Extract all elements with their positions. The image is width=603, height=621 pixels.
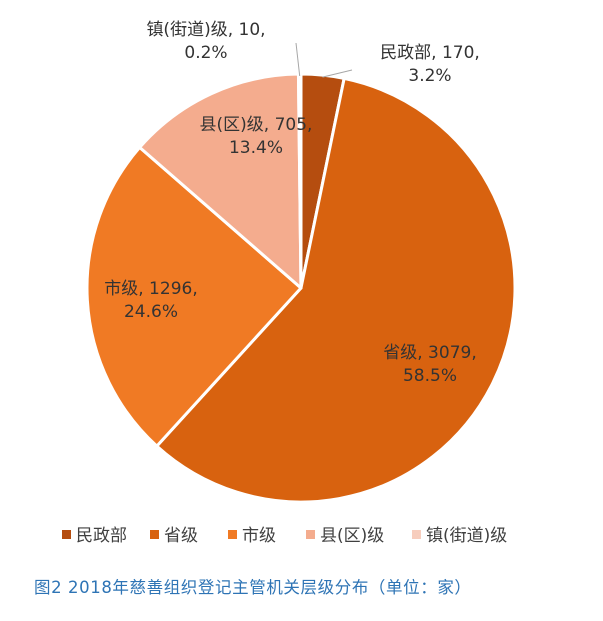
figure-caption: 图2 2018年慈善组织登记主管机关层级分布（单位：家） [34,578,472,597]
data-label-市级: 市级, 1296, 24.6% [104,279,197,322]
legend-swatch-县区级 [306,530,315,539]
legend-item-市级: 市级 [228,526,276,546]
legend-item-镇街道级: 镇(街道)级 [412,526,507,546]
leader-line-民政部 [322,69,353,78]
legend-swatch-镇街道级 [412,530,421,539]
data-labels: 民政部, 170, 3.2% 省级, 3079, 58.5% 市级, 1296, 24.6… [104,20,480,386]
pie-slice-省级 [155,76,517,504]
pie-slice-市级 [85,145,303,448]
leader-line-镇街道级 [295,42,301,77]
legend-swatch-市级 [228,530,237,539]
leader-lines [295,42,353,78]
legend-label-镇街道级: 镇(街道)级 [426,526,507,546]
legend-label-民政部: 民政部 [76,526,127,546]
legend-swatch-民政部 [62,530,71,539]
legend-label-省级: 省级 [164,526,198,546]
data-label-省级: 省级, 3079, 58.5% [383,343,476,386]
legend-item-省级: 省级 [150,526,198,546]
data-label-镇街道级: 镇(街道)级, 10, 0.2% [146,20,265,63]
legend-item-县区级: 县(区)级 [306,526,384,546]
legend-label-市级: 市级 [242,526,276,546]
legend: 民政部 省级 市级 县(区)级 镇(街道)级 [62,526,507,546]
legend-swatch-省级 [150,530,159,539]
legend-label-县区级: 县(区)级 [320,526,384,546]
data-label-民政部: 民政部, 170, 3.2% [380,43,480,86]
legend-item-民政部: 民政部 [62,526,127,546]
pie-slice-县区级 [138,72,303,290]
pie-slices [85,72,517,504]
data-label-县区级: 县(区)级, 705, 13.4% [200,115,313,158]
